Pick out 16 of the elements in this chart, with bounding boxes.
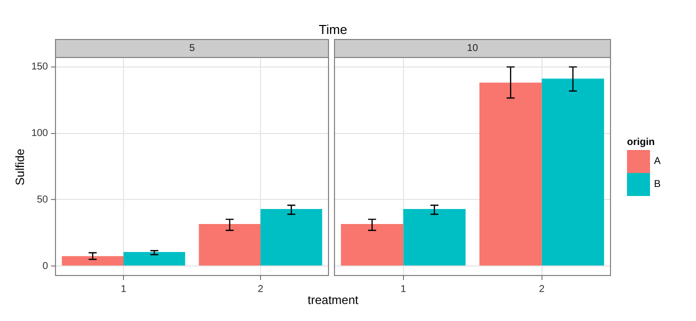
x-axis-title: treatment	[308, 293, 358, 307]
x-tick-label: 1	[120, 284, 127, 295]
y-tick-label: 100	[31, 128, 48, 140]
x-tick-label: 2	[538, 284, 545, 295]
legend-title: origin	[627, 137, 656, 148]
y-tick-label: 50	[36, 194, 48, 206]
chart-title: Time	[318, 22, 348, 37]
chart-subtitle: 5	[55, 39, 329, 57]
x-tick-label: 2	[258, 284, 264, 295]
x-tick-label: 1	[400, 284, 406, 295]
y-tick-label: 0	[42, 260, 48, 272]
legend-label: B	[654, 179, 661, 190]
chart-subtitle: 10	[334, 39, 611, 57]
y-tick-label: 150	[31, 62, 48, 73]
legend-label: A	[654, 156, 661, 167]
y-axis-title: Sulfide	[13, 148, 27, 185]
